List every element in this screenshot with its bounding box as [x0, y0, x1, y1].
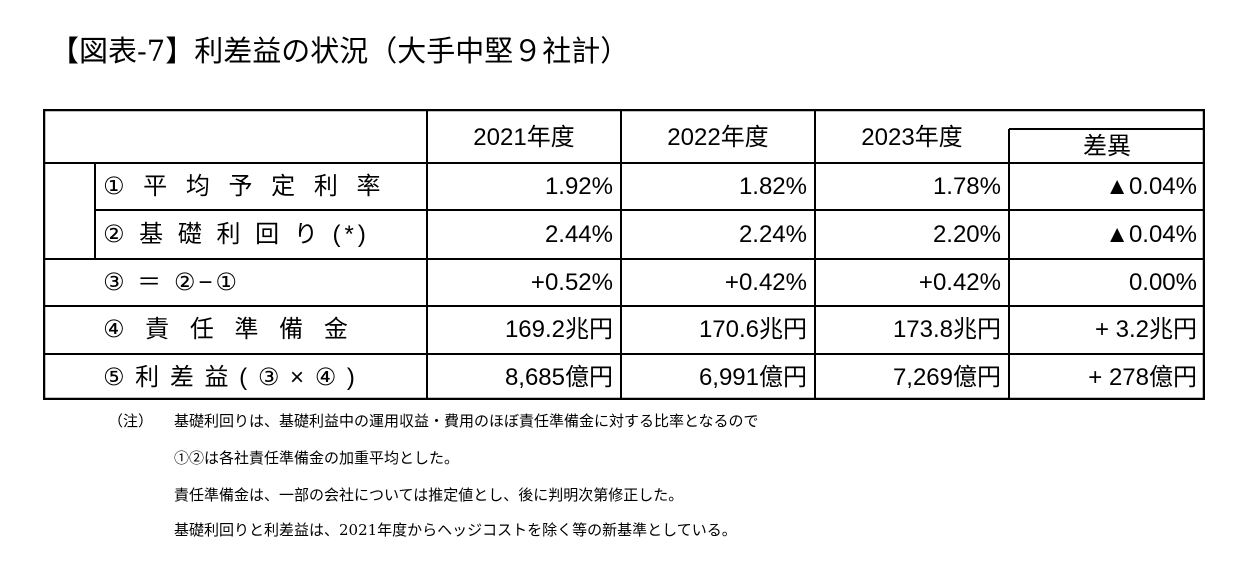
row-label-base-yield: ② 基 礎 利 回 り (*): [103, 221, 370, 248]
cell-r5-2023: 7,269億円: [892, 364, 1001, 391]
cell-r1-2021: 1.92%: [544, 173, 613, 200]
cell-r2-diff: ▲0.04%: [1105, 221, 1197, 248]
note-line-2: ①②は各社責任準備金の加重平均とした。: [174, 449, 460, 467]
page-title: 【図表-7】利差益の状況（大手中堅９社計）: [50, 34, 630, 68]
table-grid: [43, 109, 1205, 400]
note-line-3: 責任準備金は、一部の会社については推定値とし、後に判明次第修正した。: [174, 486, 684, 504]
cell-r5-2022: 6,991億円: [698, 364, 807, 391]
cell-r2-2021: 2.44%: [544, 221, 613, 248]
header-2022: 2022年度: [667, 124, 769, 151]
cell-r3-2023: +0.42%: [918, 269, 1001, 296]
cell-r5-diff: + 278億円: [1088, 364, 1197, 391]
notes-prefix: （注）: [108, 412, 154, 430]
cell-r1-diff: ▲0.04%: [1105, 173, 1197, 200]
note-line-1: 基礎利回りは、基礎利益中の運用収益・費用のほぼ責任準備金に対する比率となるので: [174, 412, 759, 430]
cell-r4-2022: 170.6兆円: [698, 316, 807, 343]
row-label-expected-rate: ① 平 均 予 定 利 率: [103, 173, 387, 200]
cell-r3-2021: +0.52%: [530, 269, 613, 296]
cell-r2-2023: 2.20%: [932, 221, 1001, 248]
header-2023: 2023年度: [861, 124, 963, 151]
profit-margin-table: 2021年度 2022年度 2023年度 差異 ① 平 均 予 定 利 率 ② …: [43, 109, 1205, 400]
cell-r3-diff: 0.00%: [1128, 269, 1197, 296]
cell-r4-2023: 173.8兆円: [892, 316, 1001, 343]
cell-r4-2021: 169.2兆円: [504, 316, 613, 343]
cell-r2-2022: 2.24%: [738, 221, 807, 248]
row-label-spread-profit: ⑤ 利 差 益 ( ③ × ④ ): [103, 364, 357, 391]
header-2021: 2021年度: [473, 124, 575, 151]
note-line-4: 基礎利回りと利差益は、2021年度からヘッジコストを除く等の新基準としている。: [174, 521, 737, 539]
header-difference: 差異: [1083, 133, 1131, 160]
cell-r5-2021: 8,685億円: [504, 364, 613, 391]
cell-r1-2023: 1.78%: [932, 173, 1001, 200]
row-label-reserve: ④ 責 任 準 備 金: [103, 316, 355, 343]
cell-r4-diff: + 3.2兆円: [1094, 316, 1197, 343]
cell-r3-2022: +0.42%: [724, 269, 807, 296]
row-label-margin: ③ ＝ ②−①: [103, 269, 240, 296]
cell-r1-2022: 1.82%: [738, 173, 807, 200]
